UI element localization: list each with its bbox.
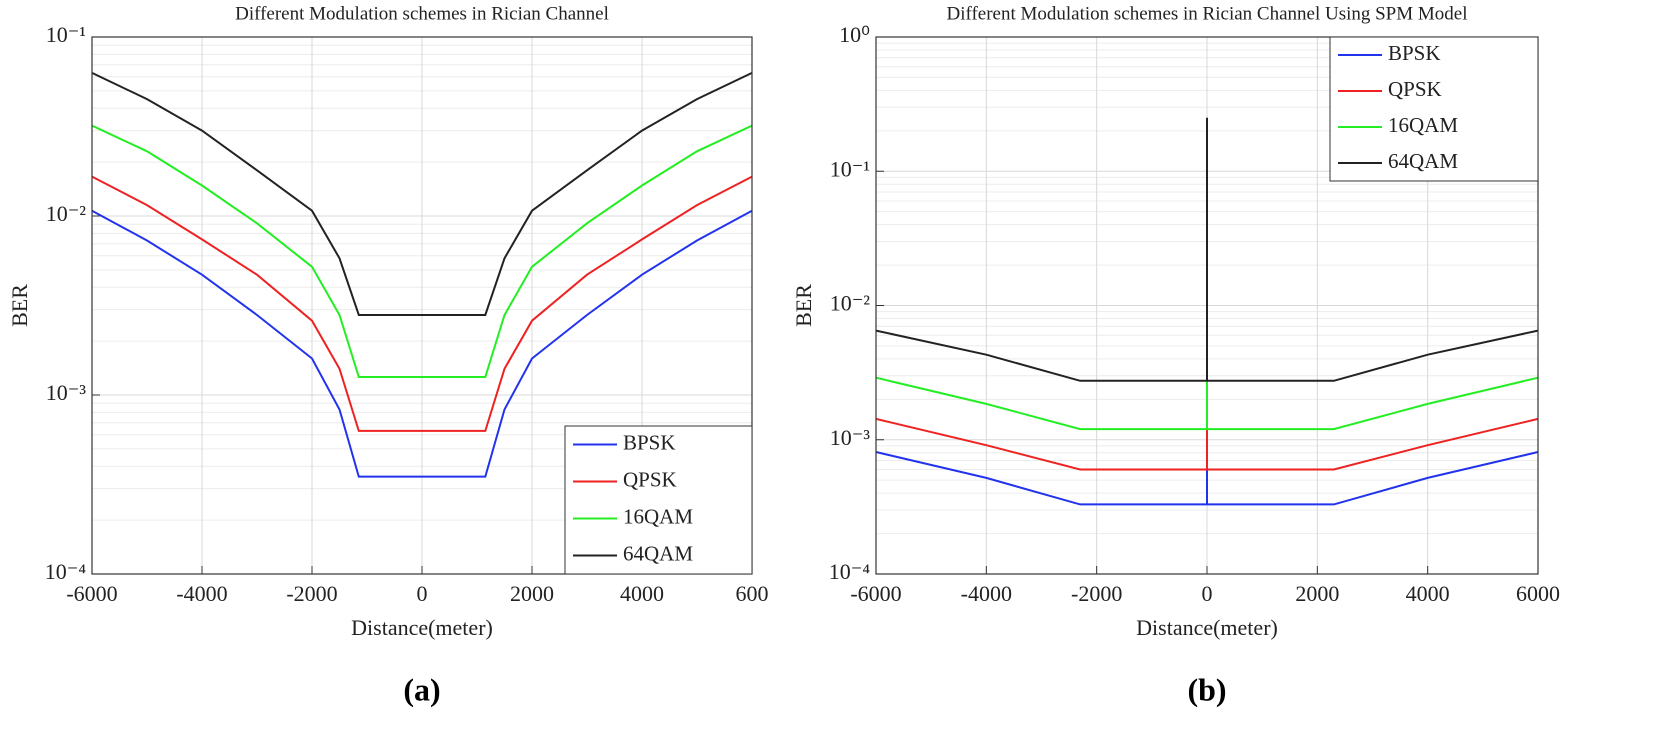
x-tick-label: 6000 (1516, 581, 1560, 606)
x-tick-label: 4000 (620, 581, 664, 606)
legend-label: 64QAM (623, 541, 693, 565)
x-tick-label: 0 (417, 581, 428, 606)
series-line (91, 209, 753, 478)
series-line (875, 117, 1539, 382)
chart-title: Different Modulation schemes in Rician C… (235, 3, 609, 24)
y-tick-label: 10⁻¹ (830, 156, 870, 181)
chart-title: Different Modulation schemes in Rician C… (946, 3, 1467, 24)
x-tick-label: 2000 (1295, 581, 1339, 606)
y-tick-label: 10⁰ (839, 22, 870, 47)
x-tick-label: 2000 (510, 581, 554, 606)
legend-label: 16QAM (1388, 113, 1458, 137)
x-tick-label: -4000 (176, 581, 227, 606)
legend-label: BPSK (1388, 41, 1441, 65)
x-tick-label: -6000 (850, 581, 901, 606)
legend-box (1329, 36, 1539, 182)
legend-label: QPSK (1388, 77, 1442, 101)
axes-box (875, 36, 1539, 575)
x-tick-label: 4000 (1406, 581, 1450, 606)
x-axis-label: Distance(meter) (351, 615, 493, 640)
y-axis-label: BER (7, 284, 32, 327)
caption: (b) (1187, 671, 1226, 707)
y-tick-label: 10⁻¹ (46, 22, 86, 47)
legend-label: BPSK (623, 430, 676, 454)
axes-box (91, 36, 753, 575)
legend-box (564, 425, 753, 575)
x-tick-label: -4000 (961, 581, 1012, 606)
x-tick-label: -2000 (286, 581, 337, 606)
x-tick-label: -2000 (1071, 581, 1122, 606)
y-tick-label: 10⁻³ (46, 380, 87, 405)
y-tick-label: 10⁻² (46, 201, 87, 226)
series-line (91, 124, 753, 378)
y-tick-label: 10⁻² (830, 291, 871, 316)
x-tick-label: 600 (736, 581, 769, 606)
legend-label: 64QAM (1388, 149, 1458, 173)
legend-label: 16QAM (623, 504, 693, 528)
y-tick-label: 10⁻³ (830, 425, 871, 450)
series-line (91, 71, 753, 316)
caption: (a) (403, 671, 440, 707)
legend-label: QPSK (623, 467, 677, 491)
x-axis-label: Distance(meter) (1136, 615, 1278, 640)
y-tick-label: 10⁻⁴ (45, 559, 87, 584)
y-tick-label: 10⁻⁴ (829, 559, 871, 584)
y-axis-label: BER (791, 284, 816, 327)
x-tick-label: -6000 (66, 581, 117, 606)
series-line (91, 175, 753, 432)
x-tick-label: 0 (1202, 581, 1213, 606)
